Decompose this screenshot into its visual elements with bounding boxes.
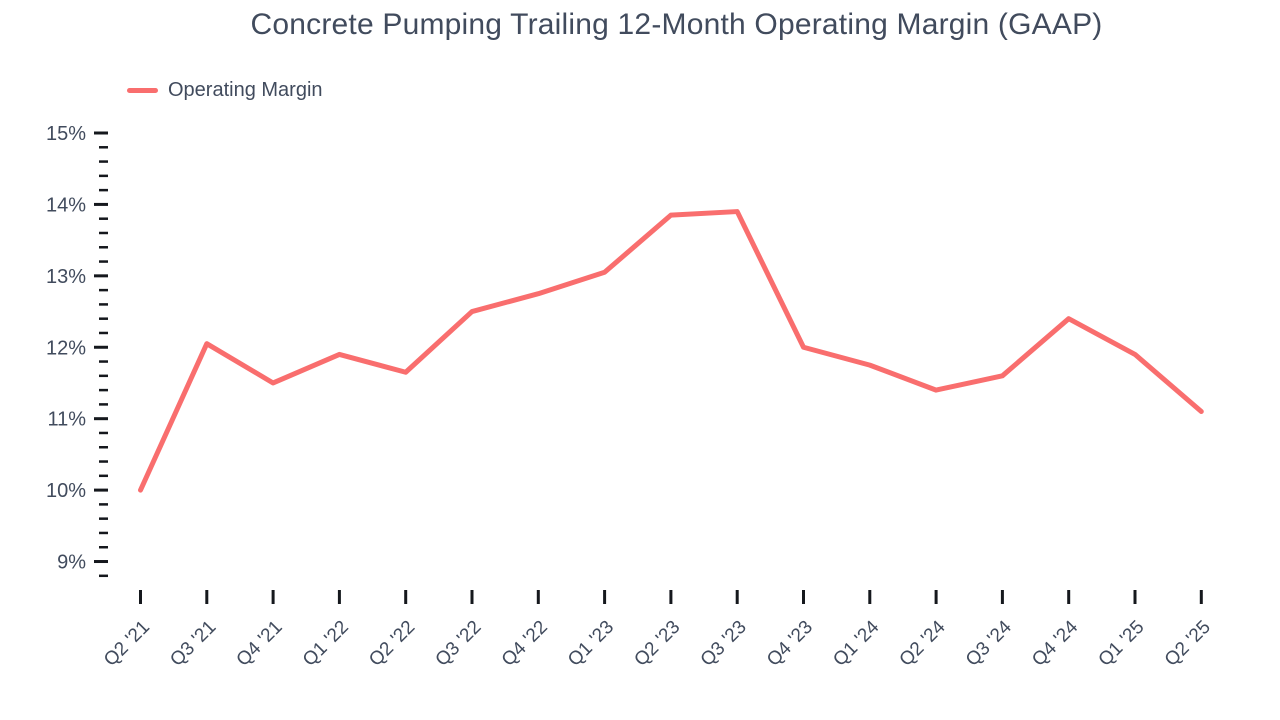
operating-margin-line bbox=[138, 209, 1204, 493]
legend: Operating Margin bbox=[127, 79, 323, 102]
y-axis-label: 12% bbox=[46, 337, 86, 359]
x-axis-label: Q3 '23 bbox=[697, 617, 751, 671]
x-axis-label: Q1 '24 bbox=[829, 616, 883, 670]
x-axis-label: Q2 '21 bbox=[100, 617, 154, 671]
x-axis-label: Q2 '24 bbox=[896, 616, 950, 670]
x-axis-label: Q4 '24 bbox=[1028, 616, 1082, 670]
x-axis-label: Q4 '23 bbox=[763, 617, 817, 671]
x-axis-label: Q4 '21 bbox=[233, 617, 287, 671]
chart-title: Concrete Pumping Trailing 12-Month Opera… bbox=[250, 8, 1103, 41]
x-axis-label: Q4 '22 bbox=[498, 617, 552, 671]
y-axis-label: 9% bbox=[57, 552, 86, 574]
legend-label: Operating Margin bbox=[168, 79, 323, 101]
x-axis-label: Q2 '22 bbox=[365, 617, 419, 671]
x-axis-label: Q3 '21 bbox=[166, 617, 220, 671]
x-axis-label: Q2 '25 bbox=[1161, 617, 1215, 671]
y-axis-label: 15% bbox=[46, 123, 86, 145]
legend-line-swatch bbox=[127, 88, 158, 93]
y-axis-label: 14% bbox=[46, 194, 86, 216]
y-axis-label: 10% bbox=[46, 480, 86, 502]
x-axis-label: Q1 '25 bbox=[1095, 617, 1149, 671]
x-axis-label: Q2 '23 bbox=[630, 617, 684, 671]
x-axis-label: Q3 '24 bbox=[962, 616, 1016, 670]
y-axis-label: 13% bbox=[46, 266, 86, 288]
x-axis-label: Q3 '22 bbox=[432, 617, 486, 671]
y-axis-label: 11% bbox=[47, 409, 86, 431]
x-axis-label: Q1 '23 bbox=[564, 617, 618, 671]
x-axis-label: Q1 '22 bbox=[299, 617, 353, 671]
